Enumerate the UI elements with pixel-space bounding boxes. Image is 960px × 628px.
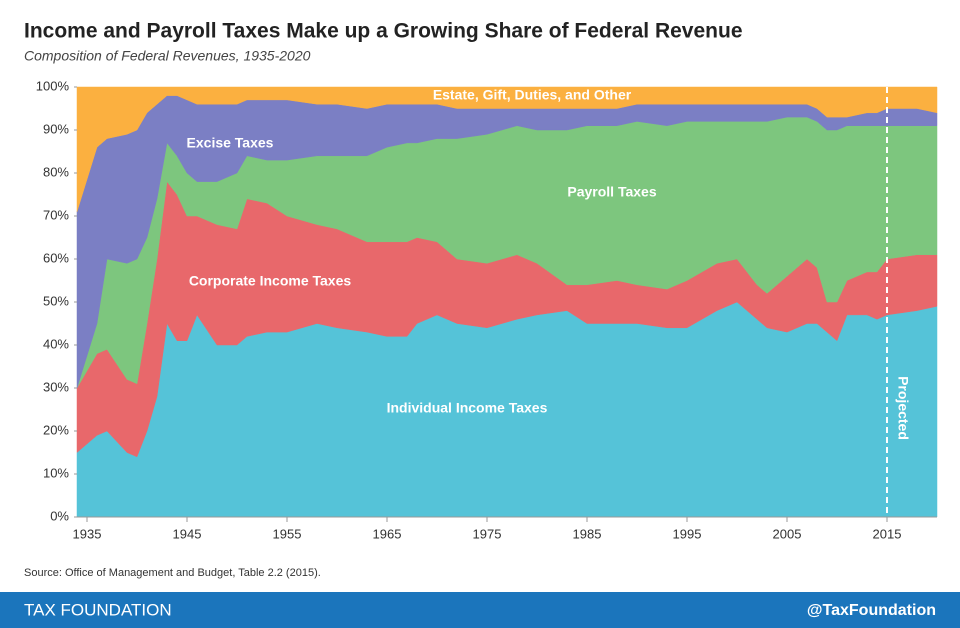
y-tick-label: 100% xyxy=(36,78,70,93)
y-tick-label: 10% xyxy=(43,465,69,480)
y-tick-label: 80% xyxy=(43,164,69,179)
footer-handle: @TaxFoundation xyxy=(807,602,936,619)
y-tick-label: 70% xyxy=(43,207,69,222)
x-tick-label: 2015 xyxy=(873,526,902,541)
y-tick-label: 50% xyxy=(43,293,69,308)
series-label: Payroll Taxes xyxy=(567,184,656,200)
x-tick-label: 1965 xyxy=(373,526,402,541)
footer-brand: TAX FOUNDATION xyxy=(24,600,172,619)
chart-subtitle: Composition of Federal Revenues, 1935-20… xyxy=(24,48,311,64)
chart-title: Income and Payroll Taxes Make up a Growi… xyxy=(24,20,743,43)
series-label: Corporate Income Taxes xyxy=(189,273,352,289)
x-tick-label: 1995 xyxy=(673,526,702,541)
y-tick-label: 90% xyxy=(43,121,69,136)
projection-label: Projected xyxy=(895,376,911,440)
x-tick-label: 2005 xyxy=(773,526,802,541)
series-label: Individual Income Taxes xyxy=(387,400,548,416)
footer-bar xyxy=(0,592,960,628)
x-tick-label: 1975 xyxy=(473,526,502,541)
x-tick-label: 1955 xyxy=(273,526,302,541)
x-tick-label: 1985 xyxy=(573,526,602,541)
y-tick-label: 30% xyxy=(43,379,69,394)
y-tick-label: 20% xyxy=(43,422,69,437)
x-tick-label: 1945 xyxy=(173,526,202,541)
area xyxy=(76,86,938,212)
y-tick-label: 60% xyxy=(43,250,69,265)
y-tick-label: 40% xyxy=(43,336,69,351)
series-label: Excise Taxes xyxy=(187,135,274,151)
series-label: Estate, Gift, Duties, and Other xyxy=(433,87,632,103)
x-tick-label: 1935 xyxy=(73,526,102,541)
source-note: Source: Office of Management and Budget,… xyxy=(24,567,321,579)
y-tick-label: 0% xyxy=(50,508,69,523)
